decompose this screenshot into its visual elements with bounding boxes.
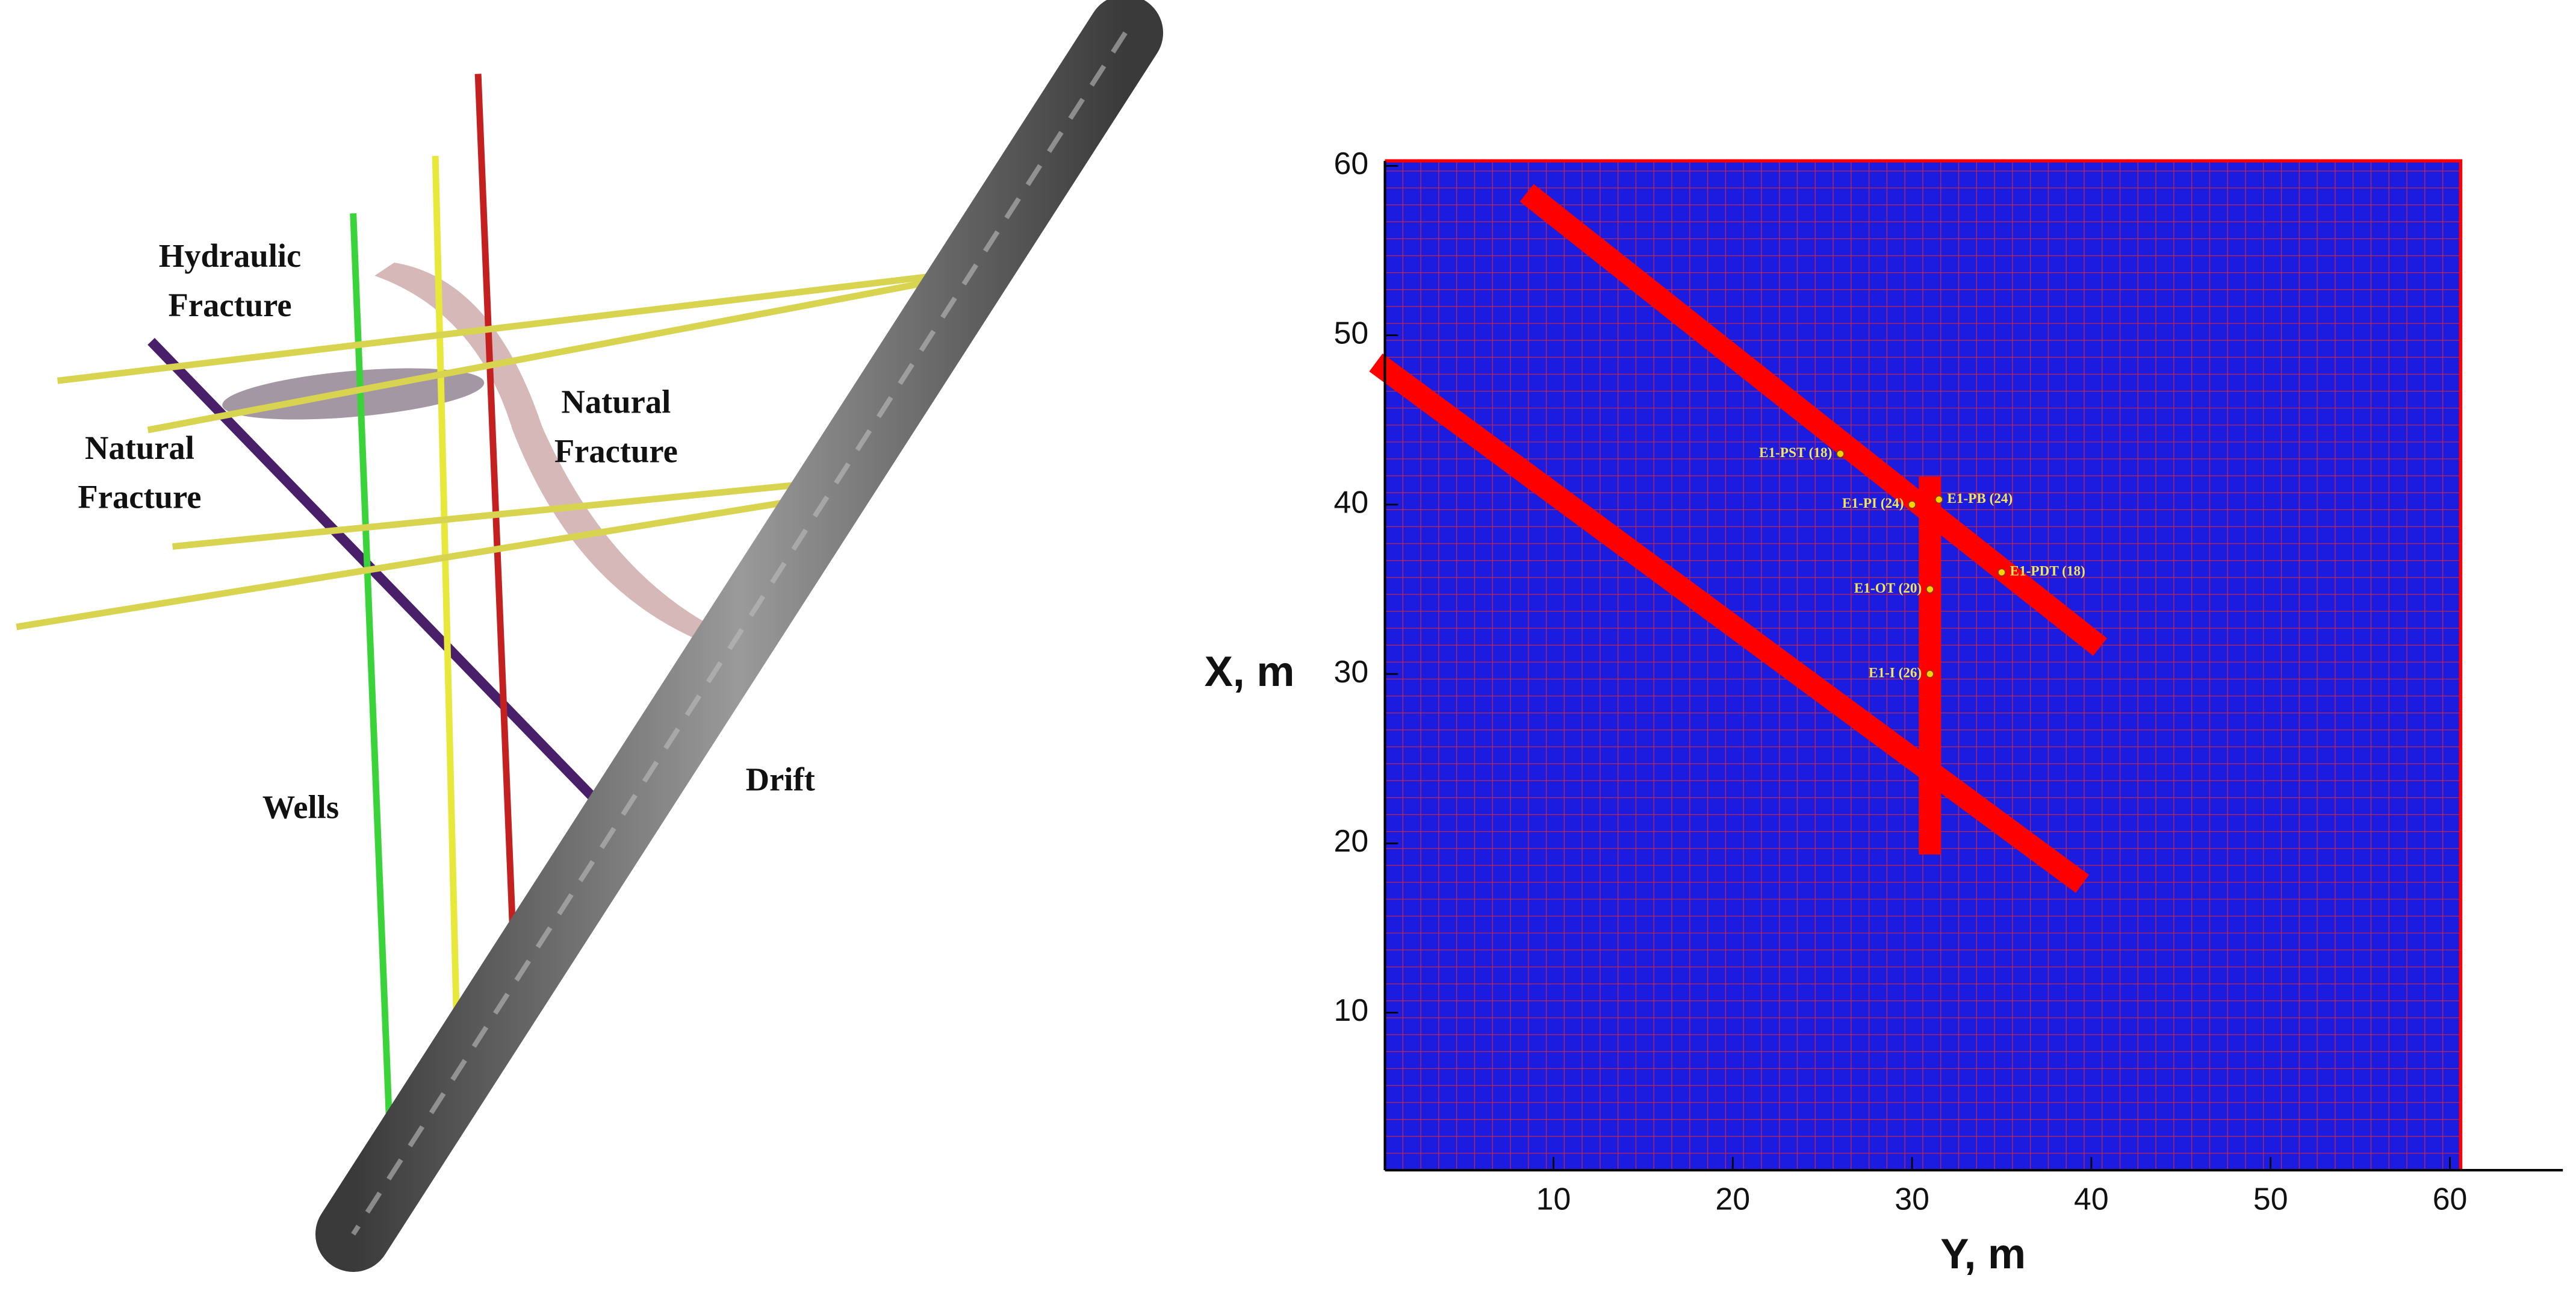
well-label: E1-PDT (18) — [2010, 564, 2085, 579]
rod — [16, 497, 798, 631]
y-tick-label: 30 — [1334, 654, 1369, 689]
well-point — [1836, 449, 1845, 458]
x-axis-title: Y, m — [1940, 1230, 2026, 1278]
diagram-label: Drift — [746, 761, 815, 797]
chart: E1-PST (18) E1-PI (24) E1-PB (24) E1-OT (20… — [1205, 146, 2563, 1278]
diagram-label: Natural — [561, 384, 671, 420]
well-point — [1926, 585, 1934, 594]
x-tick-label: 40 — [2074, 1182, 2109, 1217]
y-tick-label: 60 — [1334, 146, 1369, 181]
diagram: Hydraulic Fracture Natural Fracture Natural F… — [16, 0, 1164, 1273]
y-tick-label: 50 — [1334, 315, 1369, 350]
well-label: E1-PI (24) — [1842, 496, 1904, 511]
well-label: E1-PB (24) — [1947, 491, 2013, 506]
diagram-label: Natural — [85, 429, 194, 466]
well-label: E1-OT (20) — [1854, 581, 1922, 596]
well-point — [1926, 670, 1934, 678]
diagram-label: Fracture — [554, 432, 678, 469]
x-tick-label: 60 — [2433, 1182, 2468, 1217]
diagram-label: Hydraulic — [159, 237, 301, 274]
well-label: E1-PST (18) — [1759, 445, 1832, 461]
y-tick-label: 10 — [1334, 992, 1369, 1027]
diagram-label: Wells — [262, 789, 339, 826]
well-point — [1934, 495, 1943, 504]
x-tick-label: 50 — [2253, 1182, 2288, 1217]
y-axis-title: X, m — [1205, 648, 1295, 696]
rods — [16, 272, 937, 631]
natural-fracture-surface — [374, 263, 723, 644]
well-label: E1-I (26) — [1869, 665, 1922, 681]
x-tick-label: 10 — [1536, 1182, 1571, 1217]
well-point — [1908, 500, 1916, 509]
x-tick-label: 20 — [1715, 1182, 1750, 1217]
rod — [172, 481, 805, 550]
diagram-label: Fracture — [78, 479, 201, 516]
well-line — [432, 155, 461, 1026]
rod — [147, 279, 929, 434]
rod — [57, 272, 937, 384]
drift-texture — [351, 31, 1128, 1236]
well-line — [474, 73, 516, 927]
mesh-border — [1385, 159, 2463, 1171]
well-point — [1997, 568, 2006, 577]
well-line — [350, 213, 393, 1124]
x-tick-label: 30 — [1895, 1182, 1929, 1217]
red-feature — [1369, 353, 2090, 893]
y-tick-label: 40 — [1334, 485, 1369, 520]
diagram-label: Fracture — [169, 287, 292, 323]
red-feature — [1519, 184, 2108, 656]
y-tick-label: 20 — [1334, 823, 1369, 858]
